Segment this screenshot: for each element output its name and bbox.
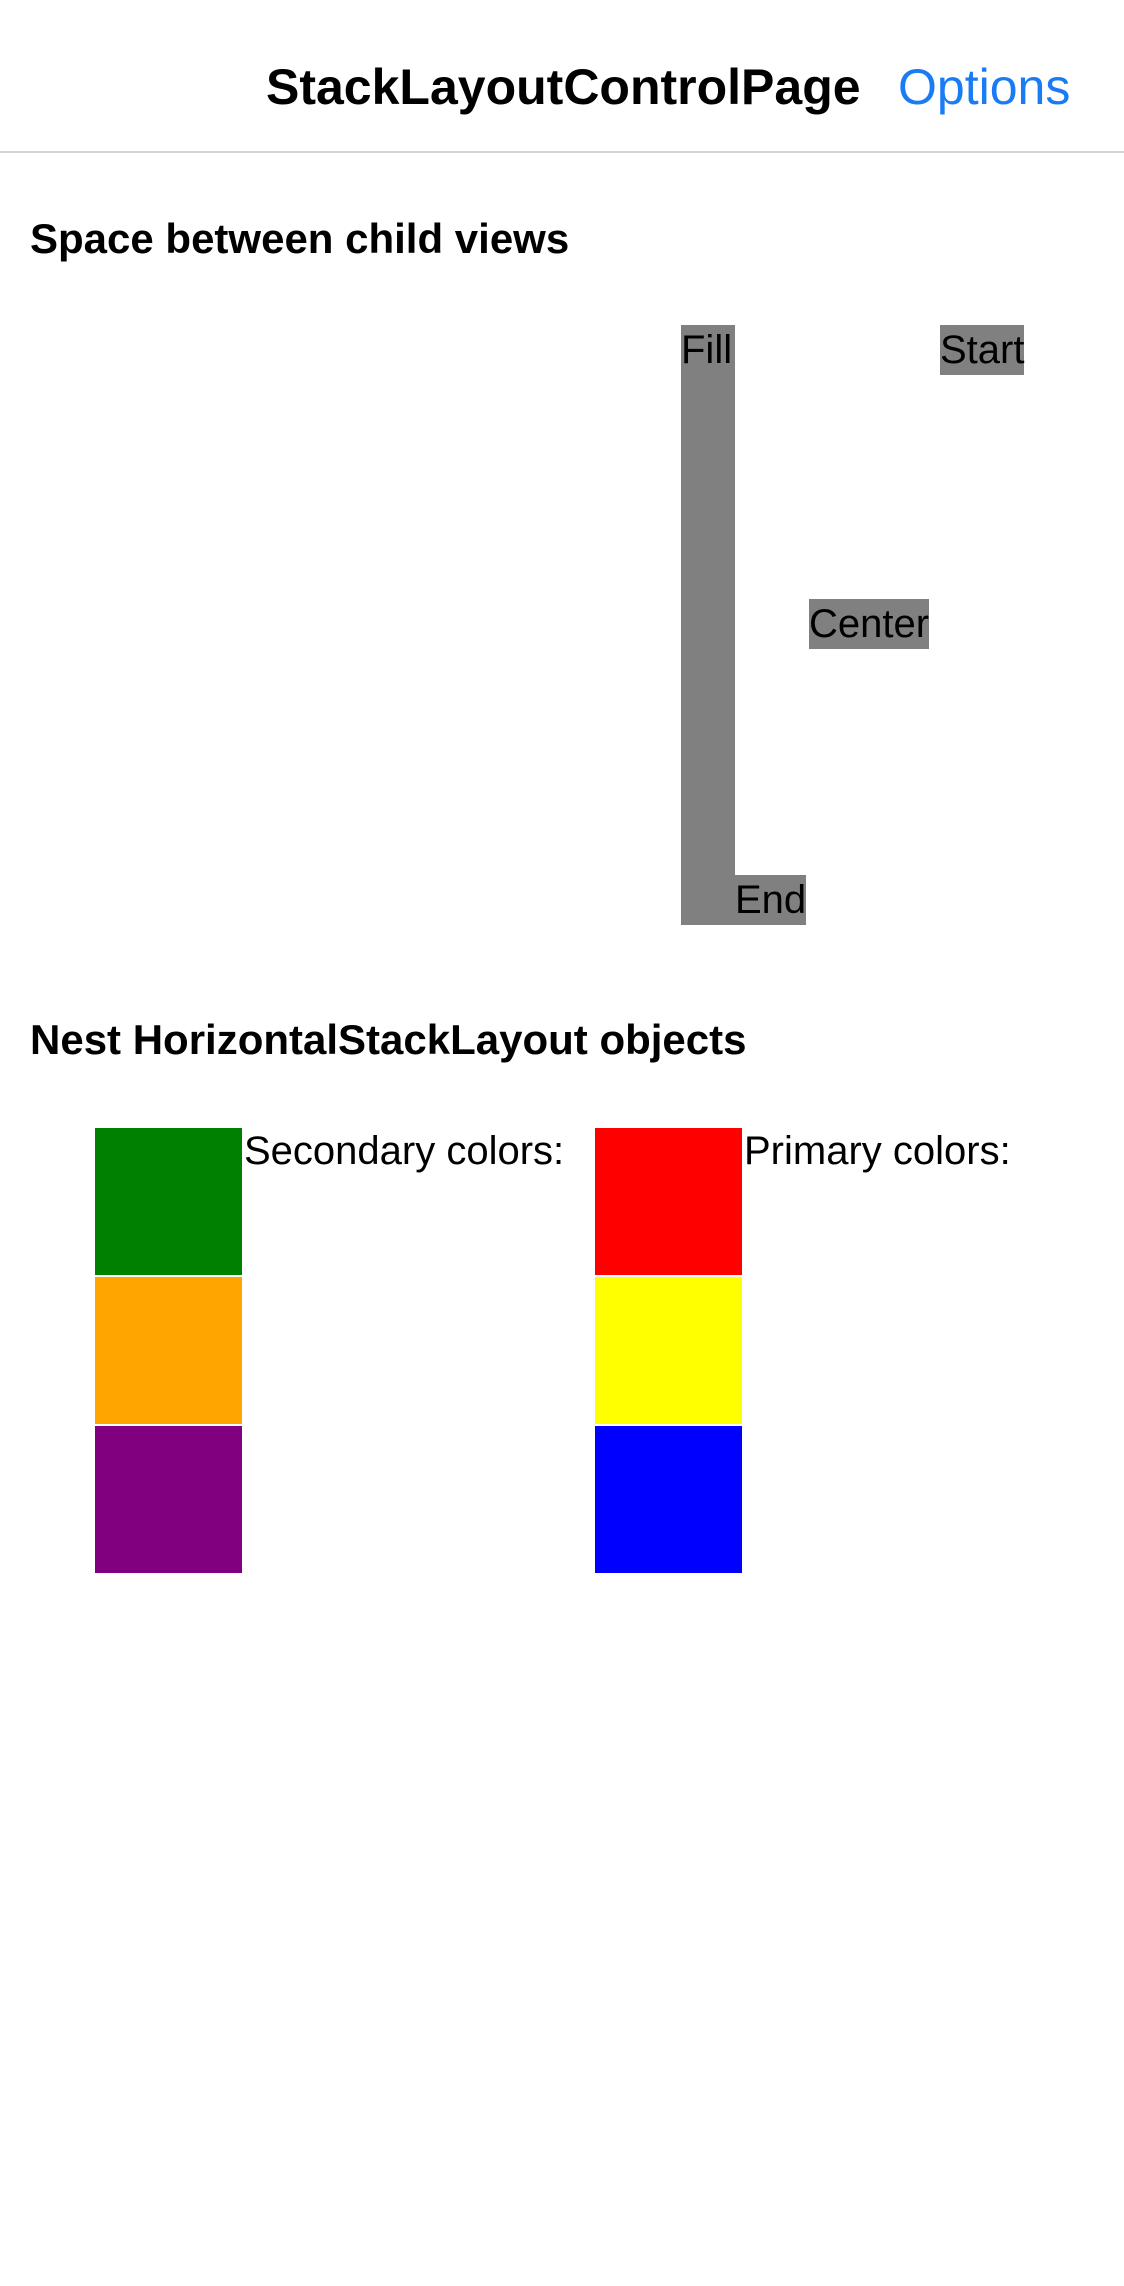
section-title-nested: Nest HorizontalStackLayout objects [30, 1016, 747, 1063]
red-swatch [595, 1128, 742, 1275]
green-swatch [95, 1128, 242, 1275]
navigation-bar: StackLayoutControlPage Options [0, 0, 1124, 153]
purple-swatch [95, 1426, 242, 1573]
yellow-swatch [595, 1277, 742, 1424]
start-label: Start [940, 325, 1025, 375]
section-title-spacing: Space between child views [30, 215, 570, 262]
page-title: StackLayoutControlPage [266, 59, 861, 115]
end-label: End [735, 875, 807, 925]
center-label: Center [809, 599, 930, 649]
blue-swatch [595, 1426, 742, 1573]
primary-colors-label: Primary colors: [744, 1129, 1011, 1173]
orange-swatch [95, 1277, 242, 1424]
secondary-colors-label: Secondary colors: [244, 1129, 565, 1173]
fill-bar [681, 325, 735, 925]
fill-label: Fill [681, 328, 733, 372]
options-button[interactable]: Options [898, 59, 1071, 115]
